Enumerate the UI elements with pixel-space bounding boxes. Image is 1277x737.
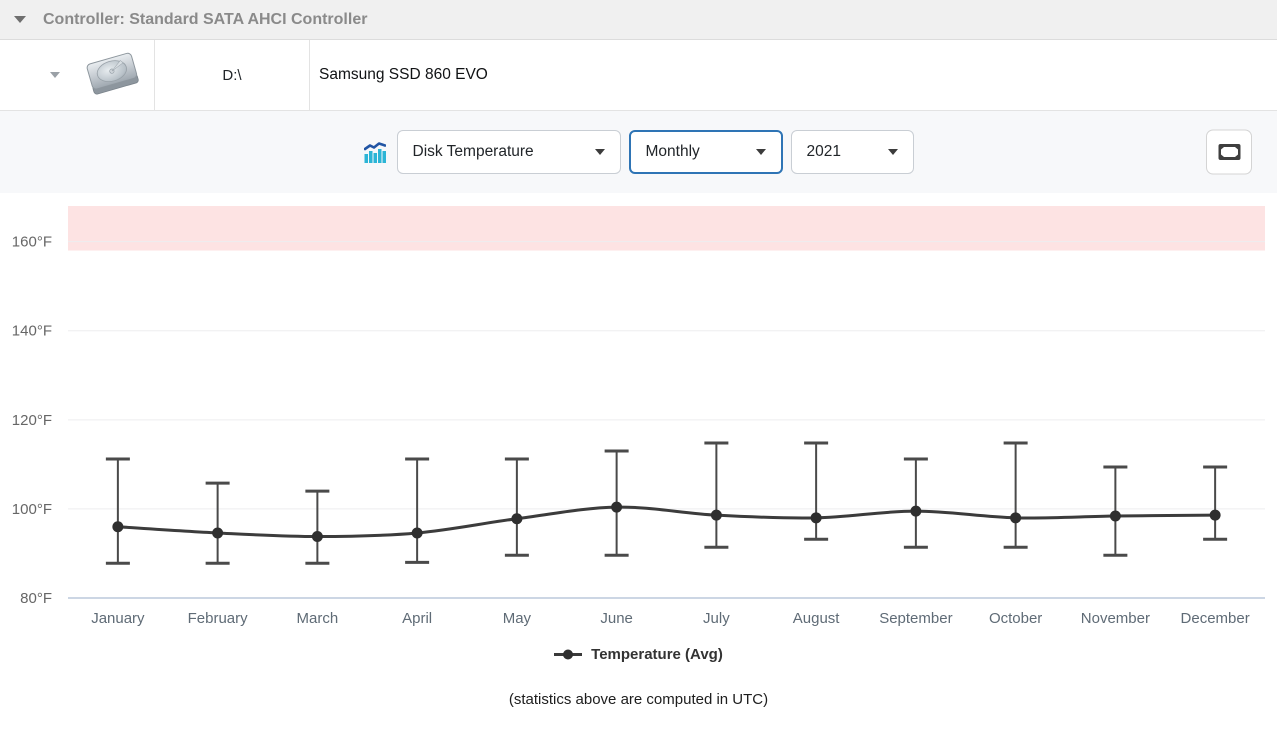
chevron-down-icon: [755, 149, 766, 155]
utc-note: (statistics above are computed in UTC): [508, 691, 769, 708]
disk-model: Samsung SSD 860 EVO: [319, 66, 488, 83]
metric-dropdown-value: Disk Temperature: [412, 143, 534, 160]
data-point: [411, 527, 423, 539]
overheat-zone: [68, 206, 1265, 251]
fullscreen-button[interactable]: [1206, 129, 1252, 175]
chevron-down-icon: [887, 149, 898, 155]
temperature-line: [117, 505, 1216, 539]
hard-drive-icon: [86, 52, 139, 95]
x-axis-label: October: [989, 610, 1042, 627]
data-point: [212, 527, 224, 539]
chevron-down-icon[interactable]: [14, 16, 26, 23]
temperature-chart: 80°F 100°F 120°F 140°F 160°F January February M…: [12, 206, 1265, 627]
x-axis-label: August: [793, 610, 841, 627]
y-axis-label: 120°F: [12, 412, 52, 429]
data-point: [910, 505, 922, 517]
x-axis-label: November: [1081, 610, 1150, 627]
drive-letter-cell: D:\: [155, 40, 310, 110]
x-axis-label: January: [91, 610, 145, 627]
controller-title: Controller: Standard SATA AHCI Controlle…: [43, 10, 368, 28]
legend-line-dot-icon: [554, 649, 583, 660]
y-axis-label: 100°F: [12, 501, 52, 518]
year-dropdown[interactable]: 2021: [790, 130, 914, 174]
x-axis-label: June: [600, 610, 633, 627]
disk-model-cell: Samsung SSD 860 EVO: [310, 40, 1277, 110]
period-dropdown-value: Monthly: [645, 143, 700, 160]
x-axis-label: July: [703, 610, 730, 627]
data-point: [1209, 509, 1221, 521]
chevron-down-icon[interactable]: [50, 72, 60, 78]
drive-letter: D:\: [222, 66, 242, 84]
data-point: [1010, 512, 1022, 524]
period-dropdown[interactable]: Monthly: [628, 130, 783, 174]
error-bar: [205, 481, 230, 565]
data-point: [112, 521, 124, 533]
chart-area: 80°F 100°F 120°F 140°F 160°F January February M…: [0, 193, 1277, 708]
data-point: [611, 501, 623, 513]
x-axis-label: September: [879, 610, 952, 627]
legend-label: Temperature (Avg): [591, 646, 723, 663]
error-bar: [305, 489, 330, 565]
y-axis-label: 160°F: [12, 234, 52, 251]
error-bar: [704, 441, 729, 549]
x-axis-label: December: [1181, 610, 1250, 627]
error-bar: [903, 457, 928, 549]
error-bar: [405, 457, 430, 564]
error-bar: [105, 457, 130, 565]
data-point: [710, 509, 722, 521]
chart-toolbar: Disk Temperature Monthly 2021: [0, 111, 1277, 193]
controller-header[interactable]: Controller: Standard SATA AHCI Controlle…: [0, 0, 1277, 40]
error-bar: [1203, 465, 1228, 541]
disk-row[interactable]: D:\ Samsung SSD 860 EVO: [0, 40, 1277, 111]
chart-icon: [363, 141, 386, 163]
x-axis-label: March: [297, 610, 339, 627]
error-bar: [1003, 441, 1028, 549]
x-axis-label: April: [402, 610, 432, 627]
error-bar: [504, 457, 529, 557]
x-axis-label: February: [188, 610, 249, 627]
y-axis-label: 140°F: [12, 323, 52, 340]
data-point: [1109, 510, 1121, 522]
y-axis-label: 80°F: [20, 590, 52, 607]
error-bar: [804, 441, 829, 541]
fullscreen-icon: [1218, 144, 1240, 160]
year-dropdown-value: 2021: [806, 143, 841, 160]
metric-dropdown[interactable]: Disk Temperature: [396, 130, 621, 174]
data-point: [810, 512, 822, 524]
chevron-down-icon: [594, 149, 605, 155]
x-axis-label: May: [503, 610, 532, 627]
chart-legend[interactable]: Temperature (Avg): [0, 646, 1277, 663]
disk-row-expander-cell: [0, 40, 155, 110]
data-point: [511, 513, 523, 525]
data-point: [311, 531, 323, 543]
